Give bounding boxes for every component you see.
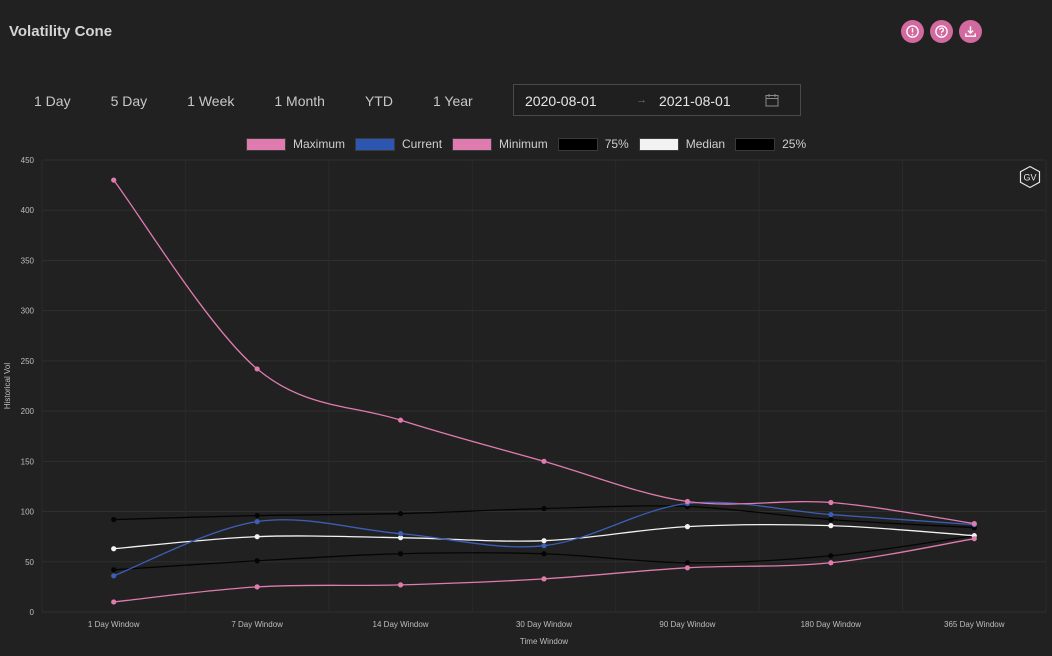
data-point-minimum <box>111 599 117 605</box>
legend-label: Maximum <box>293 137 346 151</box>
data-point-maximum <box>971 521 977 527</box>
data-point-75pct <box>254 512 260 519</box>
help-icon[interactable] <box>930 20 953 43</box>
y-tick-label: 400 <box>21 206 35 215</box>
y-axis-title: Historical Vol <box>3 363 12 409</box>
data-point-median <box>254 534 260 540</box>
data-point-current <box>254 519 260 525</box>
y-tick-label: 350 <box>21 256 35 265</box>
info-icon[interactable] <box>901 20 924 43</box>
page-title: Volatility Cone <box>9 23 113 40</box>
legend-label: Median <box>685 137 726 151</box>
header-actions <box>901 20 982 43</box>
date-range-picker[interactable]: 2020-08-01 → 2021-08-01 <box>513 84 801 116</box>
data-point-maximum <box>254 366 260 372</box>
data-point-median <box>111 546 117 552</box>
data-point-current <box>828 511 834 518</box>
range-button-1-year[interactable]: 1 Year <box>432 93 473 109</box>
data-point-maximum <box>541 458 547 464</box>
legend-swatch <box>355 137 396 151</box>
gv-badge-icon[interactable]: GV <box>1018 165 1042 189</box>
legend-item-maximum[interactable]: Maximum <box>246 137 345 151</box>
data-point-current <box>111 573 117 579</box>
data-point-minimum <box>541 576 547 582</box>
x-tick-label: 90 Day Window <box>659 620 715 629</box>
data-point-maximum <box>684 498 691 505</box>
range-button-1-week[interactable]: 1 Week <box>187 93 235 109</box>
x-tick-label: 7 Day Window <box>231 620 283 629</box>
legend-label: 25% <box>782 137 807 151</box>
legend-label: Current <box>402 137 443 151</box>
y-tick-label: 450 <box>21 156 35 165</box>
y-tick-label: 250 <box>21 357 35 366</box>
data-point-25pct <box>254 558 260 564</box>
x-tick-label: 14 Day Window <box>373 620 429 629</box>
legend-item-25pct[interactable]: 25% <box>735 137 806 151</box>
y-tick-label: 150 <box>21 457 35 466</box>
data-point-minimum <box>397 582 404 588</box>
y-tick-label: 100 <box>21 508 35 517</box>
calendar-icon[interactable] <box>765 93 779 107</box>
end-date-input[interactable]: 2021-08-01 <box>659 93 731 109</box>
download-icon[interactable] <box>959 20 982 43</box>
y-tick-label: 300 <box>21 307 35 316</box>
x-tick-label: 180 Day Window <box>801 620 862 629</box>
data-point-25pct <box>111 567 117 573</box>
y-tick-label: 200 <box>21 407 35 416</box>
range-button-5-day[interactable]: 5 Day <box>110 93 148 109</box>
legend-swatch <box>638 137 679 151</box>
data-point-maximum <box>111 177 117 183</box>
data-point-75pct <box>397 510 404 517</box>
data-point-25pct <box>684 560 691 566</box>
legend-label: 75% <box>604 137 629 151</box>
data-point-25pct <box>828 553 834 559</box>
data-point-current <box>397 531 404 537</box>
x-axis-title: Time Window <box>520 637 568 646</box>
legend-item-minimum[interactable]: Minimum <box>452 137 548 151</box>
volatility-cone-chart: 0 50 100 150 200 250 300 350 400 450 1 Day Window 7… <box>3 156 1047 646</box>
data-point-minimum <box>971 536 977 542</box>
data-point-75pct <box>541 505 547 512</box>
data-point-median <box>397 535 404 541</box>
y-tick-label: 0 <box>30 608 35 617</box>
data-point-25pct <box>397 551 404 557</box>
legend-item-75pct[interactable]: 75% <box>557 137 629 151</box>
data-point-minimum <box>684 565 691 571</box>
data-point-median <box>541 538 547 544</box>
y-tick-label: 50 <box>25 558 34 567</box>
legend-swatch <box>735 137 776 151</box>
data-point-maximum <box>397 417 404 423</box>
data-point-median <box>684 524 691 530</box>
chart-legend: Maximum Current Minimum 75% Median 25% <box>246 137 816 151</box>
data-point-25pct <box>541 551 547 557</box>
date-separator-arrow-icon: → <box>636 94 647 106</box>
range-button-1-month[interactable]: 1 Month <box>274 93 325 109</box>
start-date-input[interactable]: 2020-08-01 <box>525 93 597 109</box>
data-point-75pct <box>828 516 834 523</box>
gv-badge-text: GV <box>1023 173 1036 183</box>
legend-item-current[interactable]: Current <box>355 137 442 151</box>
range-selector: 1 Day 5 Day 1 Week 1 Month YTD 1 Year <box>34 93 473 109</box>
data-point-maximum <box>828 499 834 506</box>
data-point-minimum <box>254 584 260 590</box>
legend-label: Minimum <box>499 137 548 151</box>
data-point-75pct <box>111 516 117 523</box>
legend-item-median[interactable]: Median <box>638 137 726 151</box>
x-tick-label: 365 Day Window <box>944 620 1005 629</box>
legend-swatch <box>557 137 598 151</box>
legend-swatch <box>246 137 286 151</box>
x-tick-label: 30 Day Window <box>516 620 572 629</box>
range-button-ytd[interactable]: YTD <box>364 93 393 109</box>
range-button-1-day[interactable]: 1 Day <box>34 93 71 109</box>
data-point-current <box>541 543 547 549</box>
data-point-minimum <box>828 560 834 566</box>
x-tick-label: 1 Day Window <box>88 620 140 629</box>
data-point-median <box>828 523 834 529</box>
series-line-maximum <box>113 179 975 525</box>
legend-swatch <box>452 137 493 151</box>
